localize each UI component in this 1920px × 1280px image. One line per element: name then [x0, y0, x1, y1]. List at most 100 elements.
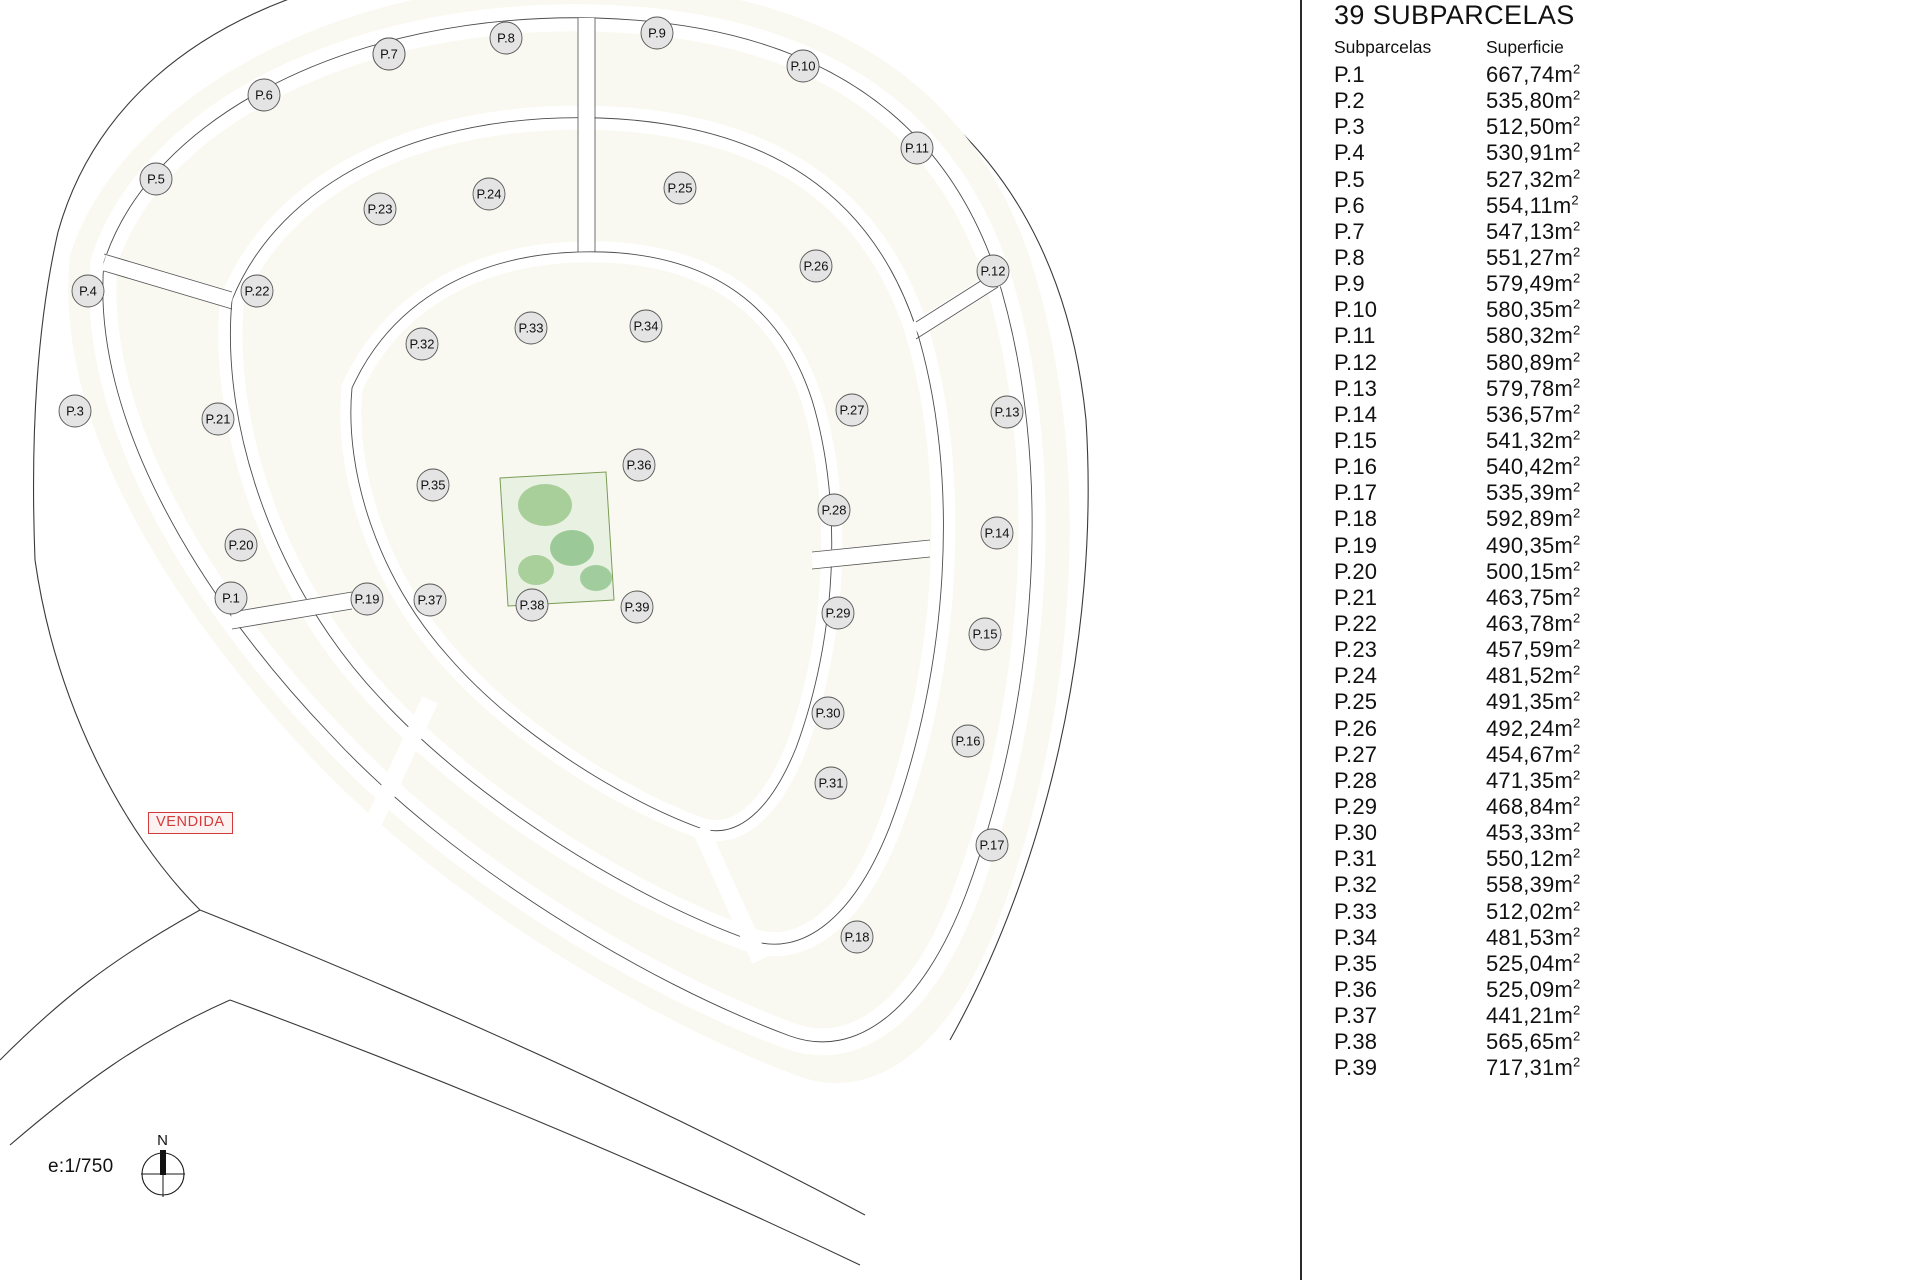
plot-marker-p8[interactable]: P.8 — [489, 21, 523, 55]
plot-marker-p10[interactable]: P.10 — [786, 49, 820, 83]
cell-plot-id: P.23 — [1334, 637, 1378, 663]
plot-marker-p20[interactable]: P.20 — [224, 528, 258, 562]
area-unit-exponent: 2 — [1573, 218, 1581, 234]
cell-plot-id: P.21 — [1334, 584, 1378, 610]
cell-plot-id: P.30 — [1334, 820, 1378, 846]
plot-marker-label: P.22 — [244, 284, 269, 299]
plot-marker-p24[interactable]: P.24 — [472, 177, 506, 211]
cell-area: 512,50m2 — [1486, 114, 1706, 140]
table-row: P.21 463,75m2 — [1334, 585, 1920, 611]
cell-area: 717,31m2 — [1486, 1055, 1706, 1081]
site-plan-drawing[interactable]: P.1P.2P.3P.4P.5P.6P.7P.8P.9P.10P.11P.12P… — [0, 0, 1300, 1280]
area-value: 717,31m — [1486, 1055, 1574, 1081]
plot-marker-circle — [663, 171, 697, 205]
plot-marker-p23[interactable]: P.23 — [363, 192, 397, 226]
plot-marker-p1[interactable]: P.1 — [214, 581, 248, 615]
area-value: 580,32m — [1486, 323, 1574, 349]
plot-marker-p7[interactable]: P.7 — [372, 37, 406, 71]
plot-marker-p9[interactable]: P.9 — [640, 16, 674, 50]
table-row: P.38 565,65m2 — [1334, 1029, 1920, 1055]
cell-area: 579,49m2 — [1486, 271, 1706, 297]
plot-marker-p33[interactable]: P.33 — [514, 311, 548, 345]
plot-marker-p36[interactable]: P.36 — [622, 448, 656, 482]
plot-marker-label: P.28 — [821, 503, 846, 518]
plot-marker-p14[interactable]: P.14 — [980, 516, 1014, 550]
cell-plot-id: P.13 — [1334, 375, 1378, 401]
plot-marker-p3[interactable]: P.3 — [58, 394, 92, 428]
cell-plot-id: P.25 — [1334, 689, 1378, 715]
table-row: P.6 554,11m2 — [1334, 193, 1920, 219]
cell-area: 490,35m2 — [1486, 533, 1706, 559]
table-row: P.28 471,35m2 — [1334, 768, 1920, 794]
plot-marker-p17[interactable]: P.17 — [975, 828, 1009, 862]
subparcels-table-body: P.1 667,74m2 P.2 535,80m2 P.3 512,50m2 P.4 530,… — [1334, 62, 1920, 1081]
cell-area: 530,91m2 — [1486, 140, 1706, 166]
area-unit-exponent: 2 — [1573, 1002, 1581, 1018]
area-unit-exponent: 2 — [1573, 532, 1581, 548]
area-value: 492,24m — [1486, 715, 1574, 741]
table-row: P.37 441,21m2 — [1334, 1003, 1920, 1029]
cell-area: 471,35m2 — [1486, 768, 1706, 794]
table-row: P.14 536,57m2 — [1334, 402, 1920, 428]
plot-marker-p26[interactable]: P.26 — [799, 249, 833, 283]
plot-marker-p32[interactable]: P.32 — [405, 327, 439, 361]
plot-marker-p21[interactable]: P.21 — [201, 402, 235, 436]
plot-marker-label: P.25 — [667, 181, 692, 196]
plot-marker-p25[interactable]: P.25 — [663, 171, 697, 205]
cell-plot-id: P.9 — [1334, 271, 1365, 297]
plot-marker-p22[interactable]: P.22 — [240, 274, 274, 308]
table-row: P.17 535,39m2 — [1334, 480, 1920, 506]
plot-marker-p39[interactable]: P.39 — [620, 590, 654, 624]
area-unit-exponent: 2 — [1573, 584, 1581, 600]
table-row: P.13 579,78m2 — [1334, 376, 1920, 402]
plot-marker-label: P.23 — [367, 202, 392, 217]
plot-marker-p31[interactable]: P.31 — [814, 766, 848, 800]
table-row: P.34 481,53m2 — [1334, 925, 1920, 951]
plot-marker-label: P.4 — [79, 284, 97, 299]
plot-marker-p28[interactable]: P.28 — [817, 493, 851, 527]
plot-marker-p38[interactable]: P.38 — [515, 588, 549, 622]
plot-marker-p13[interactable]: P.13 — [990, 395, 1024, 429]
plot-marker-p30[interactable]: P.30 — [811, 696, 845, 730]
area-unit-exponent: 2 — [1573, 349, 1581, 365]
area-unit-exponent: 2 — [1573, 166, 1581, 182]
plot-marker-circle — [976, 254, 1010, 288]
cell-area: 441,21m2 — [1486, 1003, 1706, 1029]
plot-marker-p35[interactable]: P.35 — [416, 468, 450, 502]
area-value: 530,91m — [1486, 140, 1574, 166]
table-row: P.2 535,80m2 — [1334, 88, 1920, 114]
plot-marker-p19[interactable]: P.19 — [350, 582, 384, 616]
plot-marker-p37[interactable]: P.37 — [413, 583, 447, 617]
cell-area: 547,13m2 — [1486, 219, 1706, 245]
plot-marker-p4[interactable]: P.4 — [71, 274, 105, 308]
plot-marker-p16[interactable]: P.16 — [951, 724, 985, 758]
plot-marker-circle — [629, 309, 663, 343]
plot-marker-circle — [58, 394, 92, 428]
plot-marker-label: P.11 — [905, 141, 929, 156]
plot-marker-p27[interactable]: P.27 — [835, 393, 869, 427]
plot-marker-circle — [640, 16, 674, 50]
cell-area: 554,11m2 — [1486, 193, 1706, 219]
plot-marker-p11[interactable]: P.11 — [900, 131, 934, 165]
plot-marker-circle — [835, 393, 869, 427]
area-value: 525,04m — [1486, 950, 1574, 976]
plot-marker-p15[interactable]: P.15 — [968, 617, 1002, 651]
plot-marker-p34[interactable]: P.34 — [629, 309, 663, 343]
central-park — [499, 471, 615, 607]
subparcels-legend-panel: 39 SUBPARCELAS Subparcelas Superficie P.… — [1300, 0, 1920, 1280]
plot-marker-p12[interactable]: P.12 — [976, 254, 1010, 288]
area-value: 535,80m — [1486, 88, 1574, 114]
cell-plot-id: P.18 — [1334, 506, 1378, 532]
plot-marker-label: P.3 — [66, 404, 84, 419]
cell-plot-id: P.15 — [1334, 427, 1378, 453]
table-row: P.19 490,35m2 — [1334, 533, 1920, 559]
area-unit-exponent: 2 — [1573, 715, 1581, 731]
cell-area: 481,52m2 — [1486, 663, 1706, 689]
area-value: 592,89m — [1486, 506, 1574, 532]
plot-marker-p29[interactable]: P.29 — [821, 596, 855, 630]
cell-area: 512,02m2 — [1486, 899, 1706, 925]
plot-marker-p5[interactable]: P.5 — [139, 162, 173, 196]
plot-marker-p6[interactable]: P.6 — [247, 78, 281, 112]
plot-marker-p18[interactable]: P.18 — [840, 920, 874, 954]
